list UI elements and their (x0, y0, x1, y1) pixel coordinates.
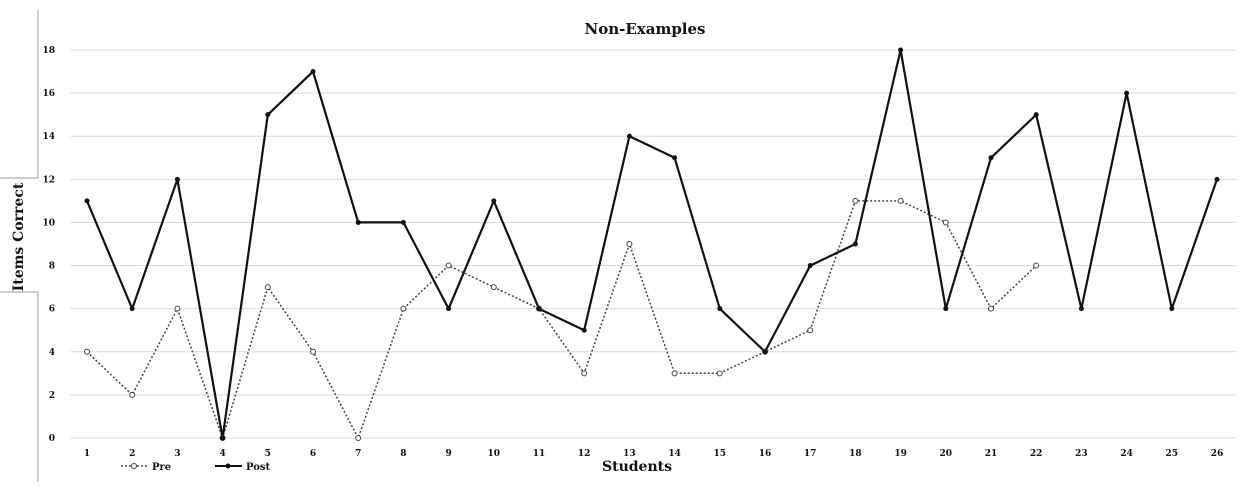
series-line-post (85, 48, 1219, 440)
data-point-post (581, 327, 587, 333)
data-point-post (1033, 112, 1039, 118)
legend: Pre Post (121, 462, 271, 473)
y-tick-label: 16 (42, 89, 55, 99)
x-tick-label: 17 (804, 449, 817, 459)
y-tick-label: 14 (42, 132, 55, 142)
data-point-post (355, 219, 361, 225)
data-point-post (762, 349, 768, 355)
y-axis-ticks: 0 2 4 6 8 10 12 14 16 18 (42, 46, 55, 444)
data-point-post (1169, 306, 1175, 312)
x-tick-label: 22 (1030, 449, 1043, 459)
x-tick-label: 13 (623, 449, 636, 459)
data-point-post (174, 176, 180, 182)
data-point-post (129, 306, 135, 312)
y-tick-label: 10 (42, 218, 55, 228)
x-tick-label: 9 (445, 449, 451, 459)
data-point-post (672, 155, 678, 161)
data-point-pre (1033, 262, 1040, 269)
chart-title: Non-Examples (585, 20, 706, 38)
y-tick-label: 0 (49, 434, 55, 444)
data-point-post (536, 306, 542, 312)
data-point-post (446, 306, 452, 312)
series-lines (85, 48, 1219, 440)
x-tick-label: 18 (849, 449, 862, 459)
x-tick-label: 5 (265, 449, 271, 459)
series-line-pre (86, 200, 1037, 439)
x-tick-label: 21 (985, 449, 998, 459)
data-point-post (898, 47, 904, 53)
data-point-post (84, 198, 90, 204)
data-point-pre (310, 348, 316, 355)
y-tick-label: 2 (49, 391, 55, 401)
data-point-pre (807, 327, 814, 334)
x-tick-label: 1 (84, 449, 90, 459)
data-point-post (717, 306, 723, 312)
x-tick-label: 25 (1166, 449, 1179, 459)
data-point-pre (716, 370, 723, 377)
data-point-post (1214, 176, 1220, 182)
series-points (84, 47, 1220, 441)
data-point-post (807, 263, 813, 269)
data-point-post (1124, 90, 1130, 96)
y-tick-label: 18 (42, 46, 55, 56)
data-point-pre (400, 305, 407, 312)
y-tick-label: 6 (49, 305, 55, 315)
x-tick-label: 10 (488, 449, 501, 459)
data-point-pre (671, 370, 678, 377)
x-tick-label: 6 (310, 449, 316, 459)
x-tick-label: 19 (894, 449, 907, 459)
data-point-pre (264, 284, 271, 291)
x-tick-label: 7 (355, 449, 361, 459)
y-axis-title: Items Correct (11, 182, 27, 291)
x-tick-label: 14 (668, 449, 681, 459)
x-tick-label: 11 (533, 449, 546, 459)
data-point-pre (445, 262, 452, 269)
data-point-post (852, 241, 858, 247)
x-tick-label: 2 (129, 449, 135, 459)
x-tick-label: 16 (759, 449, 772, 459)
legend-item-pre: Pre (121, 462, 171, 473)
y-tick-label: 12 (42, 175, 55, 185)
x-tick-label: 12 (578, 449, 591, 459)
x-tick-label: 8 (400, 449, 406, 459)
data-point-pre (129, 391, 136, 398)
data-point-pre (84, 348, 90, 355)
data-point-pre (988, 305, 994, 312)
data-point-post (400, 219, 406, 225)
data-point-pre (626, 241, 633, 247)
legend-label-pre: Pre (152, 462, 171, 473)
x-tick-label: 15 (714, 449, 727, 459)
legend-label-post: Post (246, 462, 271, 473)
gridlines (70, 49, 1237, 439)
data-point-post (943, 306, 949, 312)
x-axis-title: Students (602, 459, 672, 475)
x-tick-label: 20 (940, 449, 953, 459)
data-point-pre (897, 197, 904, 204)
data-point-pre (942, 219, 949, 226)
x-tick-label: 23 (1075, 449, 1088, 459)
data-point-pre (355, 435, 362, 441)
data-point-pre (174, 305, 181, 312)
data-point-post (988, 155, 994, 161)
x-tick-label: 3 (174, 449, 180, 459)
data-point-pre (852, 197, 859, 204)
data-point-post (265, 112, 271, 118)
data-point-pre (490, 284, 497, 291)
x-tick-label: 26 (1211, 449, 1224, 459)
data-point-post (626, 133, 632, 139)
data-point-post (491, 198, 497, 204)
x-axis-ticks: 1 2 3 4 5 6 7 8 9 10 11 12 13 14 15 16 17 18 19 20 21 22 23 24 2… (84, 449, 1223, 459)
data-point-post (220, 435, 226, 441)
data-point-pre (581, 370, 588, 377)
y-tick-label: 8 (49, 262, 55, 272)
data-point-post (310, 69, 316, 75)
legend-item-post: Post (215, 462, 271, 473)
data-point-post (1078, 306, 1084, 312)
axes-frame (0, 10, 39, 482)
x-tick-label: 24 (1120, 449, 1133, 459)
y-tick-label: 4 (49, 348, 55, 358)
x-tick-label: 4 (219, 449, 225, 459)
